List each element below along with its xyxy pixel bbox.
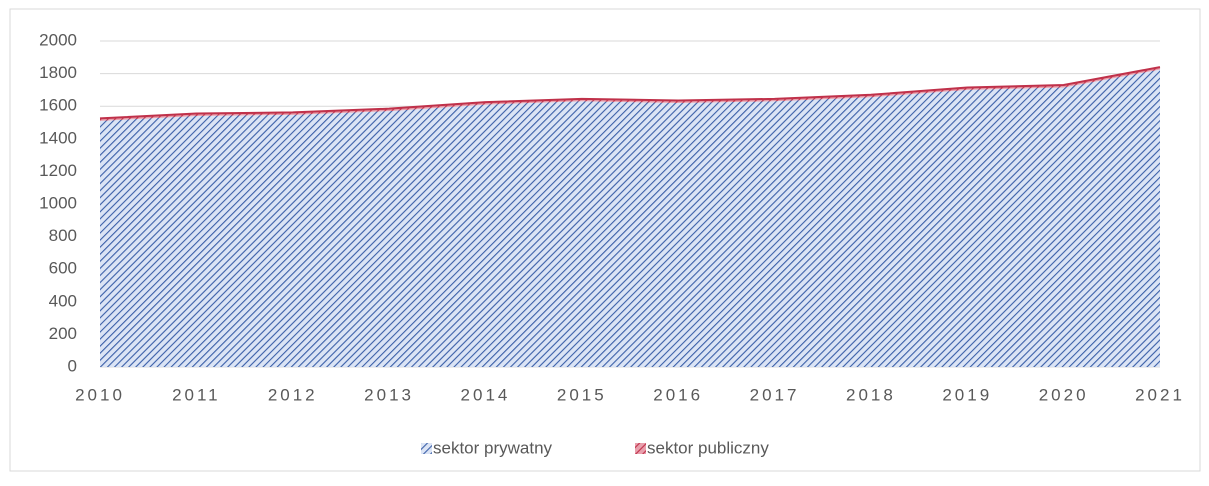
x-tick-label: 2020: [1039, 385, 1089, 404]
x-tick-label: 2016: [653, 385, 703, 404]
legend-swatch: [421, 443, 432, 454]
y-tick-label: 200: [49, 324, 77, 343]
x-tick-label: 2011: [172, 385, 221, 404]
y-tick-label: 400: [49, 291, 77, 310]
legend-label: sektor prywatny: [433, 438, 553, 457]
legend-swatch: [635, 443, 646, 454]
x-tick-label: 2012: [268, 385, 318, 404]
x-tick-label: 2015: [557, 385, 607, 404]
y-tick-label: 1400: [39, 128, 77, 147]
y-tick-label: 2000: [39, 30, 77, 49]
y-tick-label: 800: [49, 226, 77, 245]
x-tick-label: 2014: [461, 385, 511, 404]
y-tick-label: 1800: [39, 63, 77, 82]
x-tick-label: 2010: [75, 385, 125, 404]
legend-label: sektor publiczny: [647, 438, 769, 457]
y-tick-label: 1600: [39, 96, 77, 115]
x-tick-label: 2013: [364, 385, 414, 404]
area: [100, 67, 1160, 121]
area: [100, 69, 1160, 368]
y-tick-label: 0: [68, 356, 77, 375]
x-tick-label: 2019: [942, 385, 992, 404]
y-tick-label: 600: [49, 259, 77, 278]
x-tick-label: 2018: [846, 385, 896, 404]
x-tick-label: 2017: [750, 385, 800, 404]
y-tick-label: 1200: [39, 161, 77, 180]
y-tick-label: 1000: [39, 193, 77, 212]
area-edge: [99, 66, 1161, 120]
x-tick-label: 2021: [1135, 385, 1185, 404]
